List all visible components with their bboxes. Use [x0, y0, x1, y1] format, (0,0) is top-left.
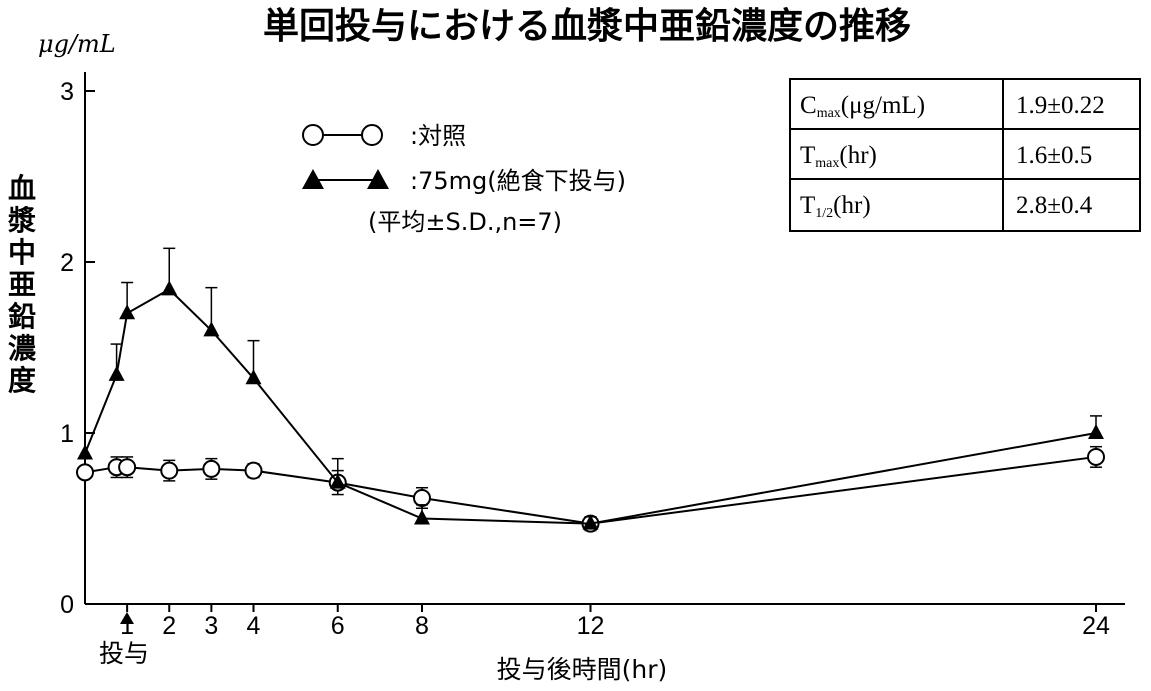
x-tick-label: 24	[1082, 612, 1110, 640]
x-tick-label: 8	[415, 612, 429, 640]
y-ticks: 0 1 2 3	[60, 78, 95, 619]
y-axis-unit: μg/mL	[38, 30, 116, 58]
dose-marker: 投与	[99, 612, 149, 668]
x-tick-label: 12	[577, 612, 605, 640]
pk-value-2: 2.8±0.4	[1016, 192, 1093, 219]
x-axis-label: 投与後時間(hr)	[497, 655, 668, 684]
y-axis-label-char: 鉛	[8, 300, 36, 333]
y-axis-label: 血漿中亜鉛濃度	[7, 172, 37, 397]
legend-control-marker-left	[302, 124, 324, 146]
dose-marker-triangle	[120, 612, 134, 624]
data-point-control	[202, 459, 221, 478]
y-axis-label-char: 濃	[8, 332, 37, 365]
series-line-control	[84, 455, 1097, 525]
data-point-75mg	[77, 444, 93, 460]
series-layer	[76, 247, 1105, 533]
y-tick-label: 3	[60, 78, 74, 106]
pk-value-1: 1.6±0.5	[1016, 142, 1092, 169]
x-tick-label: 2	[162, 612, 176, 640]
series-75mg	[77, 247, 1104, 530]
legend-item-75mg: :75mg(絶食下投与)	[302, 167, 626, 195]
pk-value-0: 1.9±0.22	[1016, 92, 1105, 119]
y-tick-label: 1	[60, 420, 74, 448]
legend: :対照 :75mg(絶食下投与) (平均±S.D.,n=7)	[302, 122, 626, 236]
legend-item-control: :対照	[302, 122, 466, 150]
y-tick-label: 0	[60, 591, 74, 619]
legend-note: (平均±S.D.,n=7)	[368, 208, 562, 236]
x-tick-label: 6	[331, 612, 345, 640]
chart-title: 単回投与における血漿中亜鉛濃度の推移	[263, 6, 911, 47]
x-tick-label: 3	[204, 612, 218, 640]
x-ticks: 1 2 3 4 6 8 12 24	[120, 604, 1110, 640]
pk-param-0: Cmax(μg/mL)	[800, 92, 925, 121]
y-axis-label-char: 漿	[7, 204, 36, 237]
dose-marker-label: 投与	[99, 639, 149, 668]
y-tick-label: 2	[60, 249, 74, 277]
legend-control-label: :対照	[410, 122, 466, 150]
y-axis-label-char: 血	[8, 172, 36, 205]
data-point-75mg	[119, 304, 136, 320]
data-point-75mg	[108, 365, 125, 381]
pk-param-1: Tmax(hr)	[800, 142, 877, 171]
pk-param-2: T1/2(hr)	[800, 192, 871, 221]
y-axis-label-char: 亜	[8, 268, 36, 301]
data-point-control	[118, 458, 137, 477]
y-axis-label-char: 度	[8, 364, 36, 397]
x-tick-label: 4	[247, 612, 261, 640]
data-point-control	[1087, 447, 1105, 466]
axes	[84, 72, 1125, 605]
pk-table: Cmax(μg/mL) 1.9±0.22 Tmax(hr) 1.6±0.5 T1/2(h…	[789, 78, 1141, 232]
data-point-control	[244, 461, 263, 480]
series-line-75mg	[84, 288, 1097, 525]
data-point-75mg	[414, 509, 430, 525]
legend-75mg-marker-left	[302, 169, 324, 189]
data-point-control	[160, 461, 179, 480]
data-point-control	[413, 488, 431, 507]
data-point-75mg	[329, 473, 346, 489]
y-axis-label-char: 中	[8, 236, 36, 269]
legend-75mg-marker-right	[367, 169, 389, 189]
data-point-75mg	[203, 321, 220, 337]
data-point-75mg	[245, 369, 262, 385]
data-point-75mg	[582, 514, 599, 530]
data-point-control	[76, 463, 94, 482]
data-point-75mg	[161, 280, 178, 296]
data-point-75mg	[1088, 424, 1104, 439]
legend-75mg-label: :75mg(絶食下投与)	[410, 167, 626, 195]
legend-control-marker-right	[361, 124, 383, 146]
